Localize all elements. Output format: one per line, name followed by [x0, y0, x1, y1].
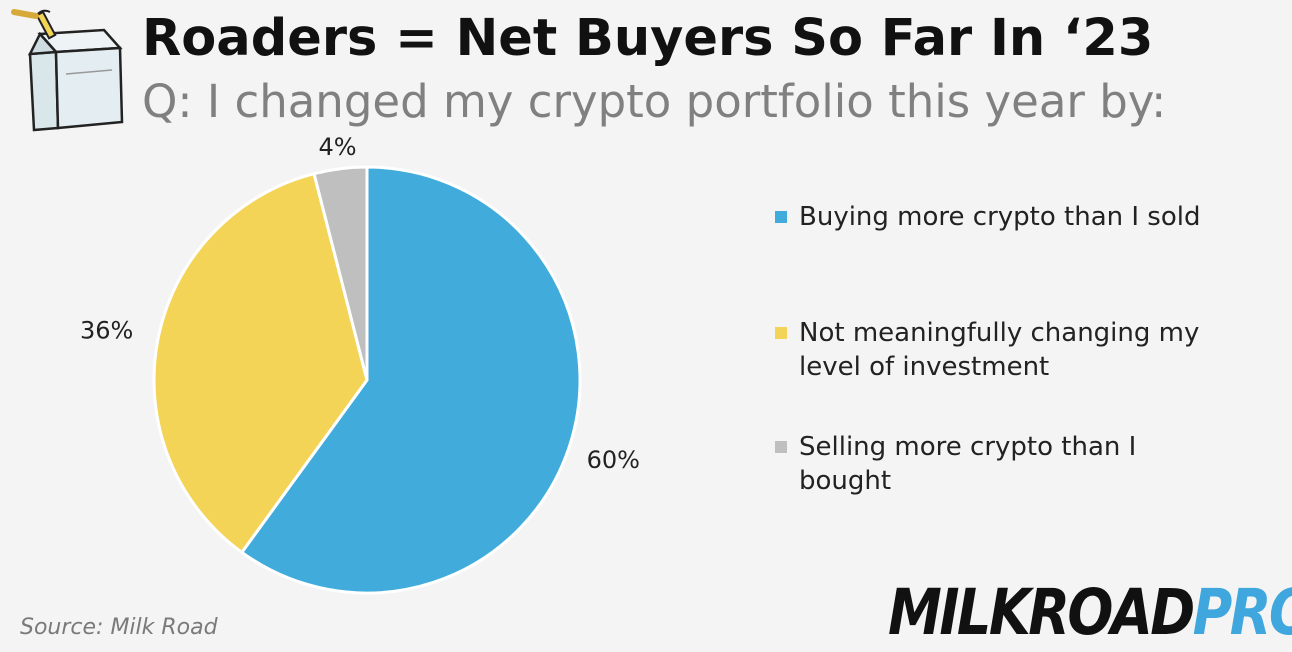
pie-slice-not-changing [152, 172, 369, 554]
legend-swatch-buying [775, 211, 787, 223]
data-label-not-changing: 36% [80, 316, 133, 344]
chart-subtitle: Q: I changed my crypto portfolio this ye… [142, 75, 1167, 128]
data-label-buying: 60% [587, 446, 640, 474]
legend-item-not-changing: Not meaningfully changing my level of in… [775, 316, 1239, 384]
legend-swatch-not-changing [775, 327, 787, 339]
legend-label-buying: Buying more crypto than I sold [799, 202, 1201, 232]
data-label-selling: 4% [319, 133, 357, 161]
legend-item-buying: Buying more crypto than I sold [775, 200, 1259, 234]
pie-slice-selling [312, 165, 369, 382]
chart-title: Roaders = Net Buyers So Far In ‘23 [142, 9, 1154, 68]
brand-logo-pro: PRO [1192, 576, 1292, 649]
source-note: Source: Milk Road [20, 615, 218, 640]
legend-item-selling: Selling more crypto than I bought [775, 430, 1189, 498]
pie-slices [152, 165, 582, 595]
milk-carton-icon [11, 9, 124, 132]
pie-labels: 60% 36% 4% [80, 133, 640, 474]
brand-logo: MILKROADPRO [888, 578, 1292, 648]
pie-slice-buying [240, 165, 582, 595]
brand-logo-milkroad: MILKROAD [888, 576, 1195, 649]
legend-label-not-changing: Not meaningfully changing my level of in… [799, 318, 1200, 382]
legend-swatch-selling [775, 441, 787, 453]
legend-label-selling: Selling more crypto than I bought [799, 432, 1137, 496]
